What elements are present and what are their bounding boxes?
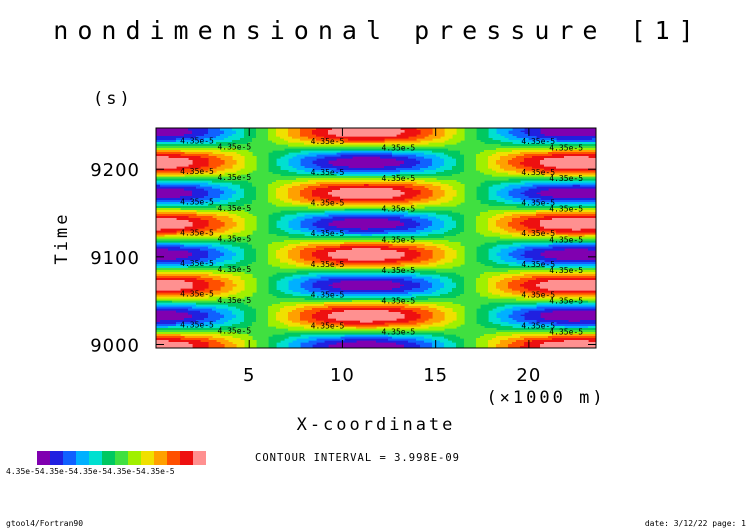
contour-label: 4.35e-5	[549, 327, 583, 336]
contour-label: 4.35e-5	[549, 297, 583, 306]
field-level-7	[156, 128, 596, 348]
colorbar-labels: 4.35e-54.35e-54.35e-54.35e-54.35e-5	[6, 467, 175, 476]
field-level-6	[156, 128, 596, 348]
x-tick-label: 15	[423, 365, 448, 386]
plot-area: 4.35e-54.35e-54.35e-54.35e-54.35e-54.35e…	[155, 127, 597, 349]
y-tick-label: 9000	[90, 335, 140, 356]
contour-label: 4.35e-5	[311, 321, 345, 330]
contour-label: 4.35e-5	[217, 142, 251, 151]
colorbar-swatch	[128, 451, 141, 465]
contour-label: 4.35e-5	[180, 259, 214, 268]
colorbar-swatch	[76, 451, 89, 465]
contour-label: 4.35e-5	[311, 291, 345, 300]
y-axis-label: Time	[52, 212, 72, 265]
colorbar-swatch	[193, 451, 206, 465]
contour-interval-note: CONTOUR INTERVAL = 3.998E-09	[255, 452, 460, 464]
x-axis: 5 10 15 20	[243, 128, 541, 386]
colorbar	[37, 451, 206, 465]
contour-label: 4.35e-5	[382, 143, 416, 152]
colorbar-swatch	[37, 451, 50, 465]
footer-right: date: 3/12/22 page: 1	[645, 519, 746, 528]
contour-label: 4.35e-5	[180, 136, 214, 145]
contour-label: 4.35e-5	[180, 320, 214, 329]
contour-label: 4.35e-5	[382, 235, 416, 244]
contour-label: 4.35e-5	[311, 137, 345, 146]
contour-label: 4.35e-5	[180, 167, 214, 176]
contour-label: 4.35e-5	[382, 327, 416, 336]
y-tick-label: 9200	[90, 160, 140, 181]
contour-label: 4.35e-5	[217, 265, 251, 274]
contour-label: 4.35e-5	[521, 137, 555, 146]
contour-label: 4.35e-5	[311, 168, 345, 177]
contour-label: 4.35e-5	[521, 291, 555, 300]
contour-label: 4.35e-5	[549, 235, 583, 244]
colorbar-swatch	[89, 451, 102, 465]
x-tick-label: 10	[330, 365, 355, 386]
colorbar-swatch	[154, 451, 167, 465]
contour-label: 4.35e-5	[217, 235, 251, 244]
contour-label: 4.35e-5	[180, 228, 214, 237]
contour-label: 4.35e-5	[217, 327, 251, 336]
contour-label: 4.35e-5	[382, 297, 416, 306]
contour-label: 4.35e-5	[382, 205, 416, 214]
contour-label: 4.35e-5	[521, 168, 555, 177]
contour-label: 4.35e-5	[180, 290, 214, 299]
contour-label: 4.35e-5	[549, 205, 583, 214]
contour-label: 4.35e-5	[311, 199, 345, 208]
colorbar-swatch	[115, 451, 128, 465]
pressure-field	[156, 128, 596, 348]
contour-label: 4.35e-5	[549, 174, 583, 183]
field-level-9	[156, 128, 596, 348]
contour-label: 4.35e-5	[382, 174, 416, 183]
colorbar-swatch	[63, 451, 76, 465]
contour-label: 4.35e-5	[549, 266, 583, 275]
contour-label: 4.35e-5	[217, 296, 251, 305]
x-axis-unit: (×1000 m)	[486, 388, 605, 408]
footer-left: gtool4/Fortran90	[6, 519, 83, 528]
x-axis-label: X-coordinate	[297, 415, 456, 435]
y-tick-label: 9100	[90, 248, 140, 269]
contour-label: 4.35e-5	[311, 229, 345, 238]
colorbar-swatch	[102, 451, 115, 465]
chart-title: nondimensional pressure [1]	[53, 16, 702, 45]
y-axis-unit: (s)	[93, 89, 133, 109]
contour-label: 4.35e-5	[180, 198, 214, 207]
y-axis: 9000 9100 9200	[90, 160, 596, 356]
contour-labels: 4.35e-54.35e-54.35e-54.35e-54.35e-54.35e…	[180, 136, 583, 336]
contour-label: 4.35e-5	[311, 260, 345, 269]
contour-label: 4.35e-5	[217, 173, 251, 182]
x-tick-label: 5	[243, 365, 255, 386]
contour-label: 4.35e-5	[549, 143, 583, 152]
contour-label: 4.35e-5	[521, 321, 555, 330]
colorbar-swatch	[180, 451, 193, 465]
plot-frame	[155, 127, 597, 349]
x-tick-label: 20	[516, 365, 541, 386]
contour-label: 4.35e-5	[521, 229, 555, 238]
contour-label: 4.35e-5	[382, 266, 416, 275]
contour-label: 4.35e-5	[521, 260, 555, 269]
colorbar-swatch	[141, 451, 154, 465]
colorbar-swatch	[167, 451, 180, 465]
contour-label: 4.35e-5	[521, 199, 555, 208]
colorbar-swatch	[50, 451, 63, 465]
contour-label: 4.35e-5	[217, 204, 251, 213]
field-level-4	[156, 128, 596, 348]
